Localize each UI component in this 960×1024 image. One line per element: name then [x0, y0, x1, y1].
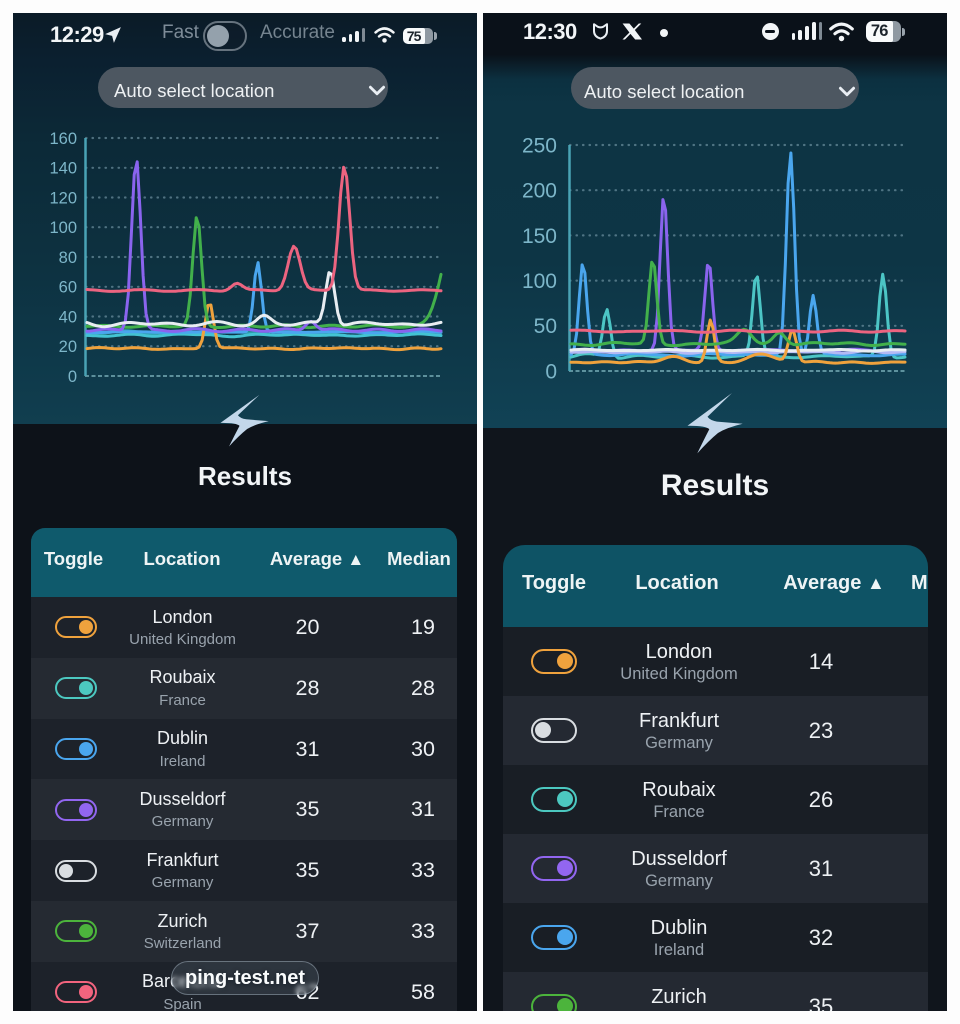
svg-text:200: 200 — [522, 180, 557, 203]
svg-text:40: 40 — [59, 308, 77, 326]
svg-text:100: 100 — [522, 270, 557, 293]
svg-text:20: 20 — [59, 338, 77, 356]
svg-text:250: 250 — [522, 134, 557, 157]
svg-text:50: 50 — [534, 315, 557, 338]
svg-text:0: 0 — [545, 360, 557, 383]
svg-text:160: 160 — [49, 130, 77, 148]
svg-text:100: 100 — [49, 219, 77, 237]
svg-text:150: 150 — [522, 225, 557, 248]
svg-text:60: 60 — [59, 279, 77, 297]
svg-text:80: 80 — [59, 249, 77, 267]
svg-text:0: 0 — [68, 368, 77, 386]
svg-text:140: 140 — [49, 160, 77, 178]
svg-text:120: 120 — [49, 189, 77, 207]
